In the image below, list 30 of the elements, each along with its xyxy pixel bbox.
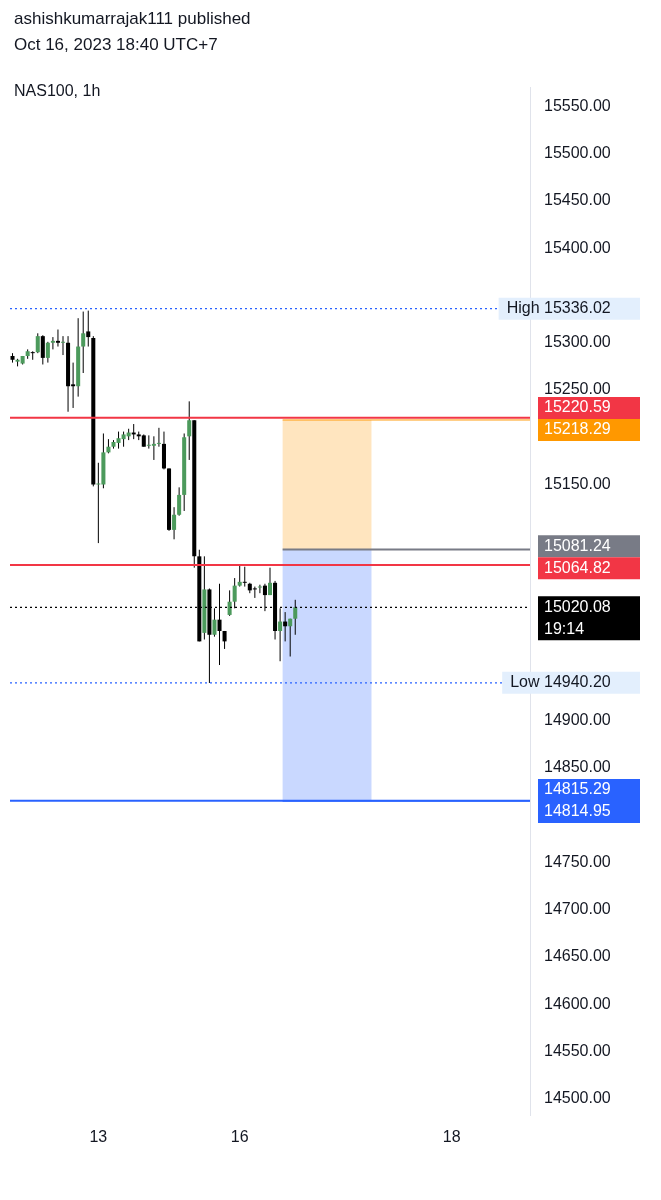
y-tick-label: 15500.00 xyxy=(544,144,611,162)
y-tick-label: 14550.00 xyxy=(544,1041,611,1059)
y-tick-label: 14500.00 xyxy=(544,1089,611,1107)
y-tick-label: 14900.00 xyxy=(544,711,611,729)
ref-line-label: Low 14940.20 xyxy=(510,673,611,691)
x-tick-label: 13 xyxy=(89,1127,108,1145)
band-label: 15218.29 xyxy=(544,420,611,438)
x-tick-label: 18 xyxy=(442,1127,461,1145)
y-tick-label: 15550.00 xyxy=(544,96,611,114)
text: ashishkumarrajak111 published xyxy=(14,8,252,30)
ref-line-label: 15081.24 xyxy=(544,536,611,554)
y-tick-label: 15400.00 xyxy=(544,238,611,256)
y-tick-label: 15300.00 xyxy=(544,333,611,351)
x-tick-label: 16 xyxy=(230,1127,249,1145)
ref-line-label: 14815.29 xyxy=(544,780,611,798)
text: Oct 16, 2023 18:40 UTC+7 xyxy=(14,34,219,56)
y-tick-label: 15250.00 xyxy=(544,380,611,398)
y-tick-label: 14700.00 xyxy=(544,900,611,918)
y-tick-label: 14750.00 xyxy=(544,852,611,870)
y-tick-label: 14650.00 xyxy=(544,947,611,965)
ref-line-label: 15020.08 19:14 xyxy=(544,597,611,637)
y-tick-label: 14600.00 xyxy=(544,994,611,1012)
ref-line-label: High 15336.02 xyxy=(506,299,611,317)
chart-title: NAS100, 1h xyxy=(14,82,101,100)
band-label: 14814.95 xyxy=(544,802,611,820)
y-tick-label: 15450.00 xyxy=(544,191,611,209)
ref-line-label: 15064.82 xyxy=(544,558,611,576)
y-tick-label: 14850.00 xyxy=(544,758,611,776)
y-tick-label: 15150.00 xyxy=(544,474,611,492)
ref-line-label: 15220.59 xyxy=(544,398,611,416)
